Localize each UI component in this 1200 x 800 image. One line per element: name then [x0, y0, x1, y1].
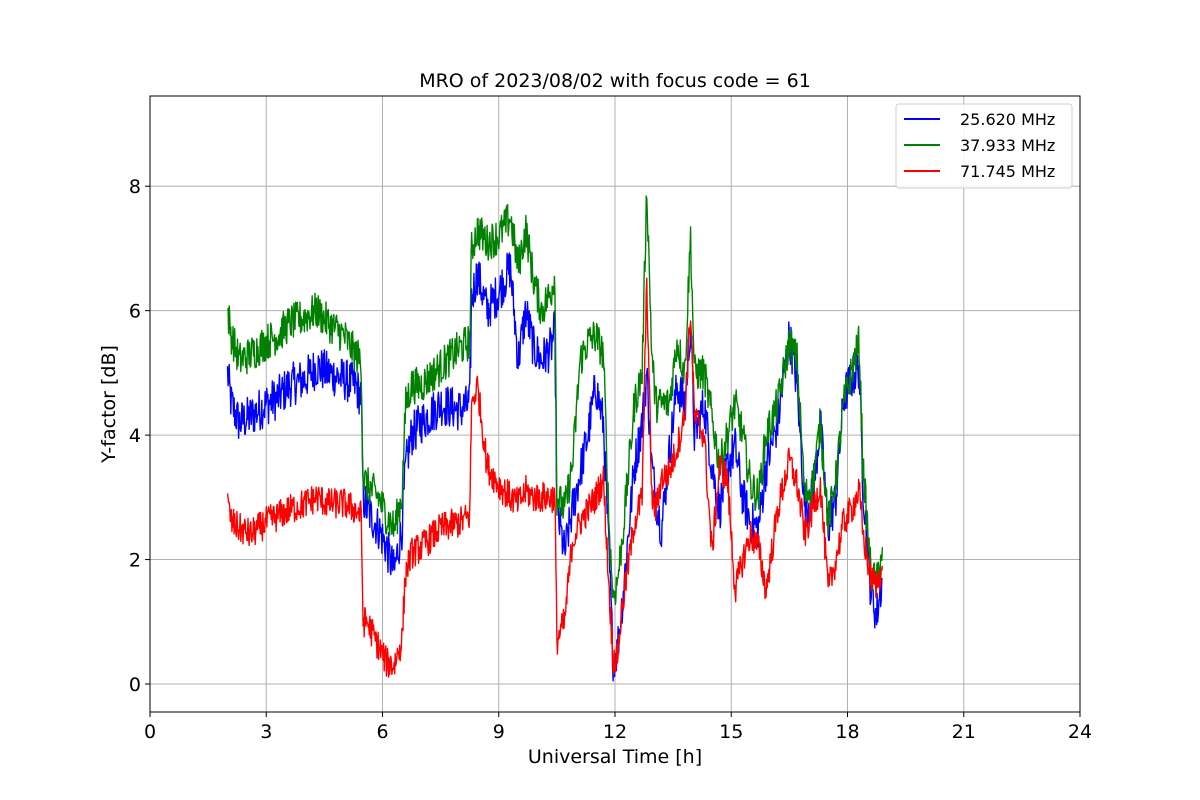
- plot-lines: [226, 195, 884, 682]
- series-line-2: [226, 195, 884, 606]
- x-tick-label: 18: [835, 721, 859, 743]
- x-axis-label: Universal Time [h]: [528, 746, 702, 768]
- series-line-3: [226, 277, 884, 678]
- legend-label-3: 71.745 MHz: [960, 162, 1055, 181]
- x-tick-label: 15: [719, 721, 743, 743]
- y-axis: 0 2 4 6 8: [129, 176, 150, 696]
- legend: 25.620 MHz 37.933 MHz 71.745 MHz: [895, 103, 1073, 189]
- x-tick-label: 9: [493, 721, 505, 743]
- x-tick-label: 0: [144, 721, 156, 743]
- x-tick-label: 12: [603, 721, 627, 743]
- y-tick-label: 6: [129, 301, 141, 323]
- y-axis-label: Y-factor [dB]: [98, 345, 120, 464]
- legend-label-1: 25.620 MHz: [960, 110, 1055, 129]
- x-axis: 0 3 6 9 12 15 18 21 24: [144, 712, 1092, 743]
- chart-title: MRO of 2023/08/02 with focus code = 61: [419, 70, 811, 92]
- x-tick-label: 24: [1068, 721, 1092, 743]
- y-tick-label: 4: [129, 425, 141, 447]
- y-tick-label: 8: [129, 176, 141, 198]
- legend-box: [895, 103, 1073, 189]
- y-tick-label: 2: [129, 550, 141, 572]
- x-tick-label: 21: [952, 721, 976, 743]
- series-line-1: [226, 252, 883, 682]
- y-tick-label: 0: [129, 674, 141, 696]
- x-tick-label: 6: [376, 721, 388, 743]
- x-tick-label: 3: [260, 721, 272, 743]
- legend-label-2: 37.933 MHz: [960, 136, 1055, 155]
